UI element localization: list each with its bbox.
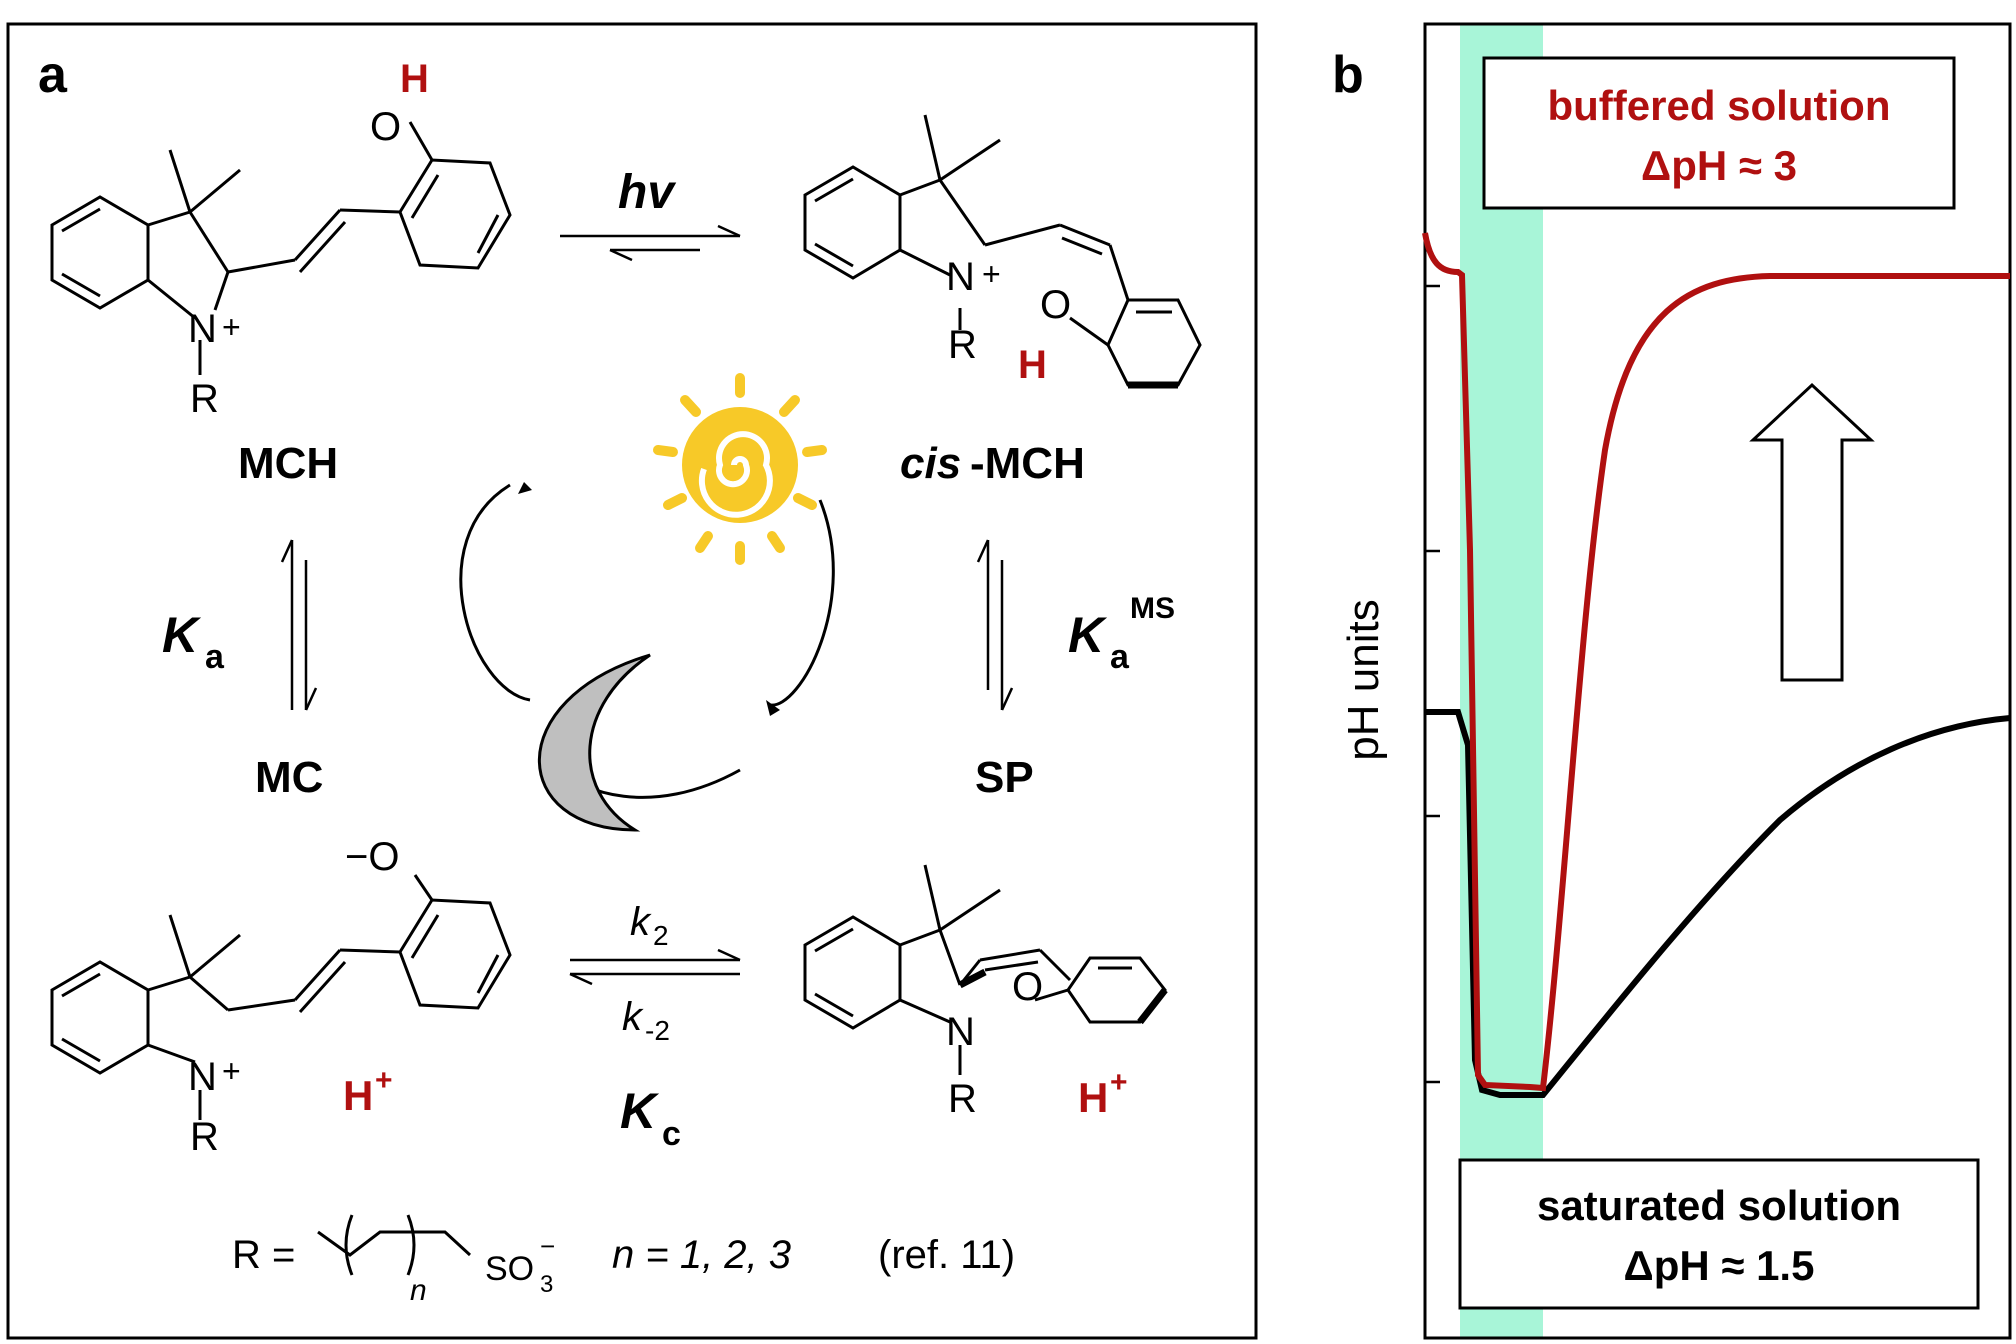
mc-r-group: R <box>190 1115 219 1159</box>
sp-label: SP <box>975 753 1034 802</box>
hv-label: hv <box>618 166 676 219</box>
ka-ms-label: K <box>1068 607 1108 663</box>
k2-equilibrium-arrows <box>569 948 741 986</box>
cis-mch-r-group: R <box>948 323 977 367</box>
r-chain-n: n <box>410 1274 427 1307</box>
r-definition-prefix: R = <box>232 1233 295 1277</box>
r-chain <box>317 1214 472 1276</box>
y-axis-label: pH units <box>1339 599 1388 760</box>
ka-ms-superscript: MS <box>1130 592 1175 625</box>
mch-label: MCH <box>238 439 338 488</box>
sp-structure <box>803 864 1167 1075</box>
kc-label: K <box>620 1083 660 1139</box>
cis-mch-nitrogen: N <box>946 255 975 299</box>
buffered-solution-title: buffered solution <box>1548 82 1891 129</box>
k2-label: k <box>630 900 652 944</box>
reference-note: (ref. 11) <box>878 1233 1015 1277</box>
ka-equilibrium-arrows <box>280 539 318 711</box>
sun-icon <box>653 373 827 565</box>
mch-r-group: R <box>190 377 219 421</box>
cis-mch-structure <box>803 114 1202 387</box>
panel-b-letter: b <box>1332 46 1364 104</box>
mc-proton: H <box>343 1072 373 1119</box>
sp-proton-charge: + <box>1110 1066 1128 1099</box>
k-minus-2-label: k <box>622 995 644 1039</box>
mch-hydrogen: H <box>400 57 429 101</box>
cycle-arrowhead-right <box>766 700 780 716</box>
k-minus-2-subscript: -2 <box>645 1015 670 1046</box>
cycle-arrow-right <box>769 499 835 707</box>
saturated-solution-title: saturated solution <box>1537 1182 1901 1229</box>
sulfonate-subscript: 3 <box>540 1271 553 1298</box>
cycle-arrowhead-left <box>518 482 532 494</box>
panel-a-letter: a <box>38 46 68 104</box>
saturated-solution-box <box>1458 1158 1980 1310</box>
mch-plus: + <box>222 309 241 345</box>
n-values: n = 1, 2, 3 <box>612 1233 791 1277</box>
recovery-arrow <box>1749 382 1875 682</box>
buffered-solution-delta: ΔpH ≈ 3 <box>1641 142 1797 189</box>
ka-ms-subscript: a <box>1110 638 1130 676</box>
mc-structure <box>50 874 512 1120</box>
saturated-solution-delta: ΔpH ≈ 1.5 <box>1624 1242 1815 1289</box>
saturated-solution-trace <box>1425 709 2011 1098</box>
mc-nitrogen: N <box>188 1055 217 1099</box>
buffered-solution-trace <box>1422 232 2010 1092</box>
mch-structure <box>50 121 512 375</box>
light-dark-cycle <box>459 373 835 832</box>
sp-bold-bond <box>1137 987 1168 1025</box>
hv-equilibrium-arrows <box>560 224 741 262</box>
plot-frame <box>1423 22 2012 1340</box>
sp-oxygen: O <box>1012 965 1043 1009</box>
cis-mch-plus: + <box>982 256 1001 292</box>
mch-nitrogen: N <box>188 307 217 351</box>
cis-mch-oxygen: O <box>1040 283 1071 327</box>
sp-r-group: R <box>948 1077 977 1121</box>
kc-subscript: c <box>662 1115 681 1153</box>
k2-subscript: 2 <box>653 920 669 951</box>
mch-oxygen: O <box>370 105 401 149</box>
sp-wedge-bond <box>958 968 987 989</box>
sulfonate-charge: − <box>540 1231 555 1261</box>
cis-mch-label-prefix: cis <box>900 439 961 488</box>
moon-icon <box>538 653 651 832</box>
cycle-arrow-left <box>459 483 531 702</box>
ka-subscript: a <box>205 638 225 676</box>
panel-a-frame <box>6 22 1258 1340</box>
y-axis-ticks <box>1425 284 1440 1084</box>
mc-oxygen-anion: −O <box>345 835 399 879</box>
ka-ms-equilibrium-arrows <box>976 539 1014 711</box>
buffered-solution-box <box>1482 56 1956 210</box>
sp-proton: H <box>1078 1074 1108 1121</box>
mc-label: MC <box>255 753 323 802</box>
cis-mch-hydrogen: H <box>1018 343 1047 387</box>
cis-mch-label-suffix: -MCH <box>970 439 1085 488</box>
sulfonate-label: SO <box>485 1250 534 1288</box>
ka-label: K <box>162 607 202 663</box>
mc-proton-charge: + <box>375 1064 393 1097</box>
sp-nitrogen: N <box>946 1010 975 1054</box>
mc-plus: + <box>222 1053 241 1089</box>
